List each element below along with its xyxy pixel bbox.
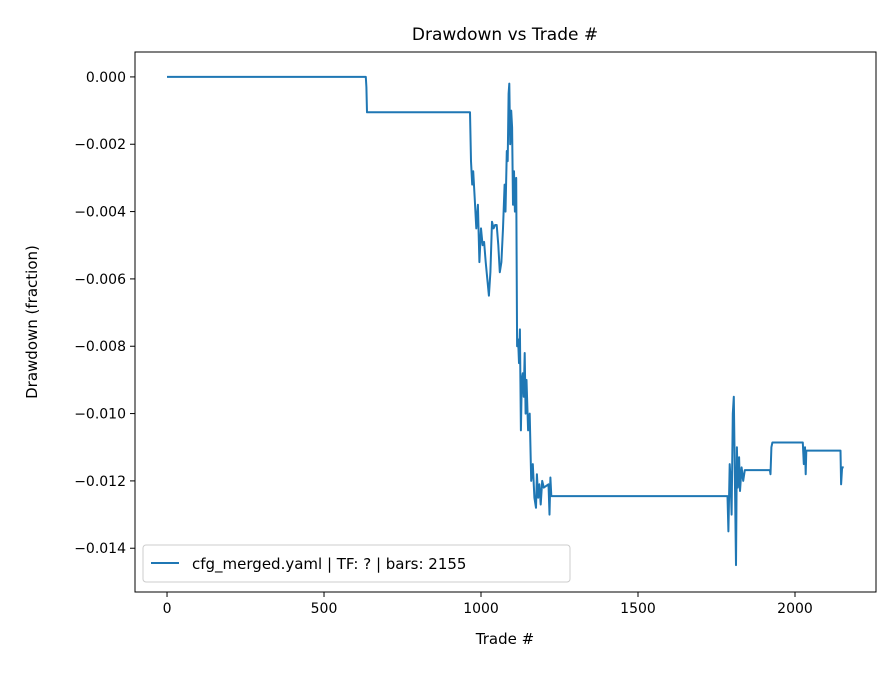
chart-title: Drawdown vs Trade # xyxy=(412,25,598,45)
y-tick-label: −0.008 xyxy=(74,339,126,355)
plot-frame xyxy=(134,51,877,593)
legend-label: cfg_merged.yaml | TF: ? | bars: 2155 xyxy=(192,555,466,574)
y-tick-label: −0.002 xyxy=(74,137,126,153)
x-axis-label: Trade # xyxy=(475,630,534,648)
y-tick-label: −0.006 xyxy=(74,272,126,288)
y-axis: 0.000 −0.002 −0.004 −0.006 −0.008 −0.010 −0.01… xyxy=(74,70,135,557)
x-tick-label: 2000 xyxy=(777,601,813,617)
x-tick-label: 1500 xyxy=(620,601,656,617)
legend: cfg_merged.yaml | TF: ? | bars: 2155 xyxy=(142,544,571,583)
y-tick-label: −0.010 xyxy=(74,407,126,423)
series-line xyxy=(167,75,844,567)
x-tick-label: 0 xyxy=(163,601,172,617)
legend-box xyxy=(142,544,571,583)
x-tick-label: 1000 xyxy=(463,601,499,617)
x-axis: 0 500 1000 1500 2000 xyxy=(163,592,813,617)
y-tick-label: −0.004 xyxy=(74,205,126,221)
y-tick-label: −0.012 xyxy=(74,474,126,490)
y-axis-label: Drawdown (fraction) xyxy=(23,245,41,399)
y-tick-label: −0.014 xyxy=(74,541,126,557)
y-tick-label: 0.000 xyxy=(86,70,126,86)
x-tick-label: 500 xyxy=(311,601,338,617)
